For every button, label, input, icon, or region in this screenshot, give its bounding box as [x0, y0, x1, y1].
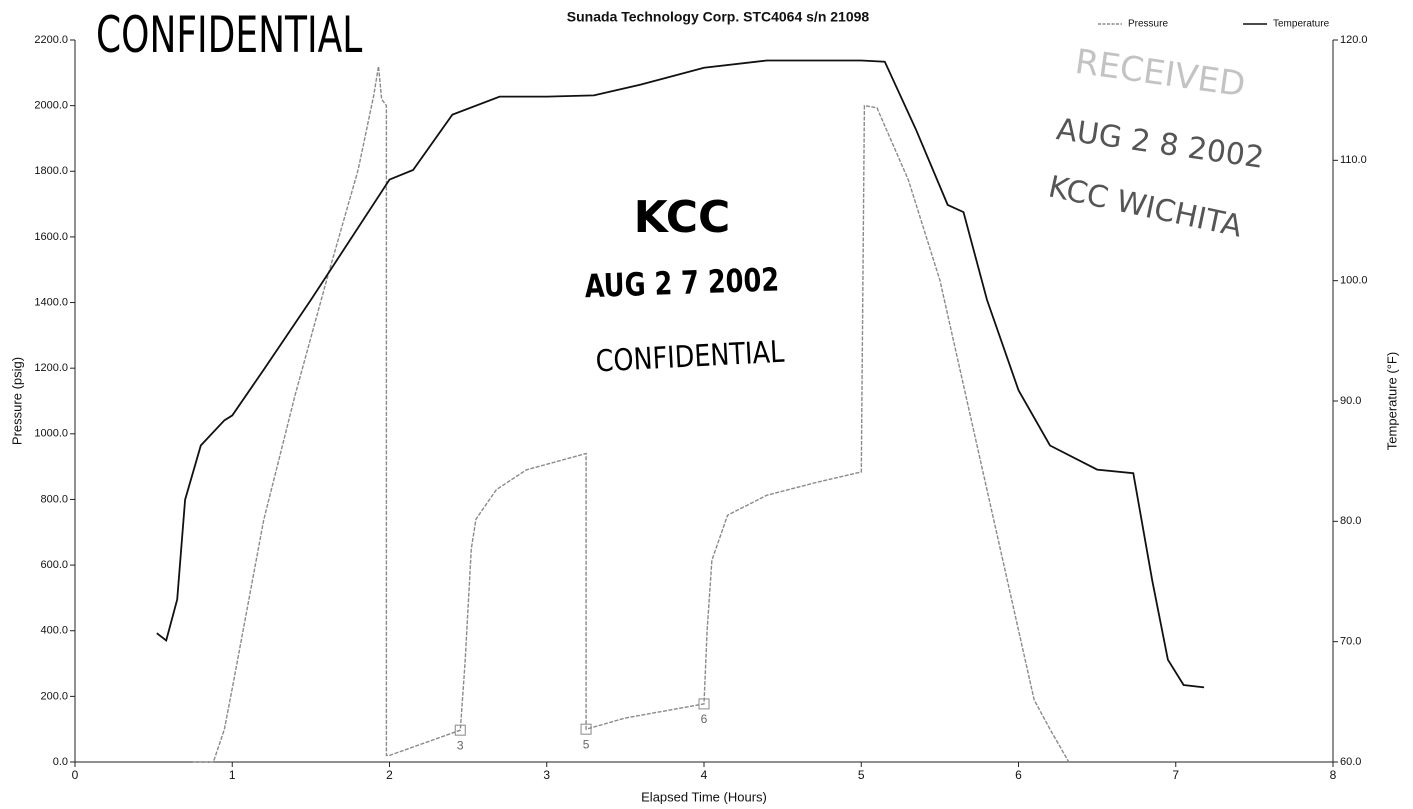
point-marker [698, 698, 710, 710]
y2-tick-label: 60.0 [1340, 756, 1361, 768]
y-tick-label: 200.0 [40, 690, 68, 702]
y-tick-label: 800.0 [40, 493, 68, 505]
legend-label: Temperature [1273, 19, 1330, 30]
y-tick-label: 2200.0 [34, 34, 68, 46]
y2-tick-label: 100.0 [1340, 275, 1368, 287]
y2-tick-label: 120.0 [1340, 34, 1368, 46]
stamp: KCC [634, 192, 731, 243]
stamp: CONFIDENTIAL [96, 7, 363, 64]
y2-axis-label: Temperature (°F) [1384, 352, 1399, 450]
x-tick-label: 0 [72, 768, 79, 782]
y-axis-label: Pressure (psig) [9, 357, 24, 445]
point-marker [580, 723, 592, 735]
x-tick-label: 5 [858, 768, 865, 782]
y2-tick-label: 90.0 [1340, 395, 1361, 407]
x-tick-label: 8 [1330, 768, 1337, 782]
y-tick-label: 1800.0 [34, 165, 68, 177]
stamp: AUG 2 8 2002 [1054, 112, 1266, 176]
y-tick-label: 0.0 [53, 756, 68, 768]
stamp: CONFIDENTIAL [595, 334, 786, 379]
y-tick-label: 1400.0 [34, 296, 68, 308]
point-label: 3 [457, 738, 464, 752]
point-label: 6 [701, 712, 708, 726]
x-tick-label: 7 [1172, 768, 1179, 782]
y-tick-label: 600.0 [40, 559, 68, 571]
x-tick-label: 2 [386, 768, 393, 782]
chart-title: Sunada Technology Corp. STC4064 s/n 2109… [567, 9, 870, 25]
y2-tick-label: 80.0 [1340, 515, 1361, 527]
y-tick-label: 1200.0 [34, 362, 68, 374]
stamp: AUG 2 7 2002 [584, 261, 780, 305]
legend-label: Pressure [1128, 19, 1168, 30]
y2-tick-label: 70.0 [1340, 636, 1361, 648]
stamp: KCC WICHITA [1045, 169, 1245, 244]
point-label: 5 [583, 737, 590, 751]
y-tick-label: 2000.0 [34, 100, 68, 112]
stamp: RECEIVED [1073, 42, 1248, 105]
y-tick-label: 400.0 [40, 625, 68, 637]
x-axis-label: Elapsed Time (Hours) [641, 789, 767, 804]
y2-tick-label: 110.0 [1340, 154, 1367, 166]
y-tick-label: 1000.0 [34, 428, 68, 440]
series-line [192, 66, 1070, 763]
x-tick-label: 1 [229, 768, 236, 782]
x-tick-label: 4 [701, 768, 708, 782]
x-tick-label: 6 [1015, 768, 1022, 782]
point-marker [454, 724, 466, 736]
y-tick-label: 1600.0 [34, 231, 68, 243]
series-line [156, 59, 1205, 689]
x-tick-label: 3 [543, 768, 550, 782]
